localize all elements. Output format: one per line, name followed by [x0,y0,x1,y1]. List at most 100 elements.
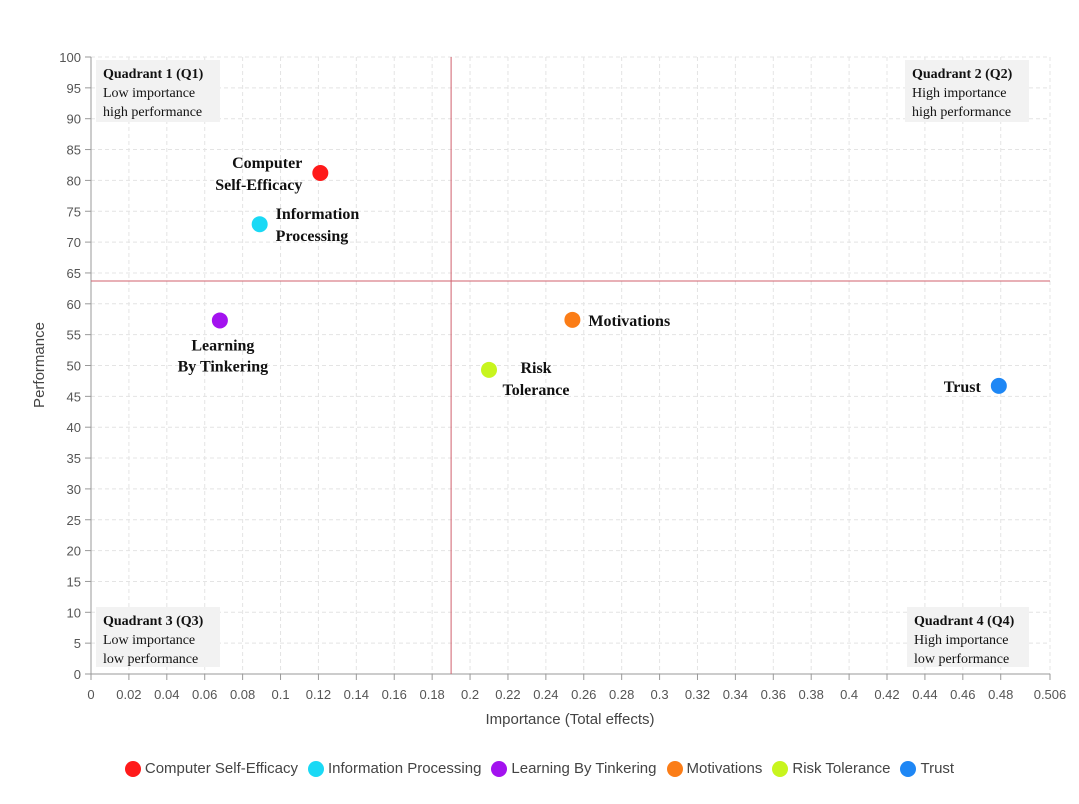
data-label-learning-by-tinkering: By Tinkering [178,358,269,375]
data-label-trust: Trust [944,379,982,396]
quadrant-performance: high performance [103,105,202,120]
x-tick-label: 0.04 [154,687,179,702]
y-tick-label: 55 [67,328,81,343]
quadrant-title: Quadrant 3 (Q3) [103,614,204,629]
x-tick-label: 0.12 [306,687,331,702]
y-tick-label: 5 [74,636,81,651]
x-tick-label: 0.3 [651,687,669,702]
data-point-computer-self-efficacy [312,164,329,181]
x-tick-label: 0.26 [571,687,596,702]
y-tick-label: 80 [67,173,81,188]
x-tick-label: 0.06 [192,687,217,702]
legend-marker [666,760,683,777]
x-tick-label: 0.1 [271,687,289,702]
legend-label: Learning By Tinkering [511,760,657,777]
legend-item-information-processing[interactable]: Information Processing [308,760,481,777]
legend-label: Computer Self-Efficacy [144,760,298,777]
x-tick-label: 0.22 [495,687,520,702]
x-tick-label: 0.28 [609,687,634,702]
y-tick-label: 100 [59,50,81,65]
y-tick-label: 60 [67,297,81,312]
data-label-computer-self-efficacy: Computer [232,155,302,172]
legend-marker [491,760,508,777]
data-point-motivations [564,311,581,328]
y-tick-label: 20 [67,544,81,559]
y-tick-label: 90 [67,112,81,127]
legend-label: Trust [920,760,955,777]
quadrant-title: Quadrant 4 (Q4) [914,614,1015,629]
x-tick-label: 0.42 [874,687,899,702]
x-tick-label: 0.02 [116,687,141,702]
x-tick-label: 0.48 [988,687,1013,702]
data-label-motivations: Motivations [588,313,670,330]
x-tick-label: 0.08 [230,687,255,702]
y-axis-title: Performance [31,322,48,408]
x-tick-label: 0.4 [840,687,858,702]
data-point-risk-tolerance [481,361,498,378]
y-tick-label: 35 [67,451,81,466]
quadrant-performance: low performance [103,652,198,667]
quadrant-importance: Low importance [103,86,195,101]
quadrant-title: Quadrant 2 (Q2) [912,67,1013,82]
x-tick-label: 0.36 [761,687,786,702]
y-tick-label: 85 [67,143,81,158]
data-label-risk-tolerance: Risk [520,360,551,377]
y-tick-label: 40 [67,420,81,435]
x-tick-label: 0.46 [950,687,975,702]
legend-label: Risk Tolerance [792,760,891,777]
legend-marker [124,760,141,777]
quadrant-boxes: Quadrant 1 (Q1) Low importance high perfor… [96,60,1029,667]
legend-item-learning-by-tinkering[interactable]: Learning By Tinkering [491,760,657,777]
legend-item-motivations[interactable]: Motivations [666,760,763,777]
quadrant-box [96,60,220,122]
y-tick-label: 45 [67,389,81,404]
data-label-risk-tolerance: Tolerance [503,382,570,399]
x-tick-label: 0.44 [912,687,937,702]
data-point-learning-by-tinkering [211,312,228,329]
data-points: Computer Self-Efficacy Information Processi… [178,155,1007,399]
legend-label: Information Processing [328,760,482,777]
quadrant-importance: High importance [912,86,1006,101]
y-tick-label: 15 [67,574,81,589]
data-point-trust [990,377,1007,394]
x-axis-title: Importance (Total effects) [486,711,655,728]
quadrant-performance: low performance [914,652,1009,667]
legend-marker [308,760,324,777]
x-tick-label: 0.32 [685,687,710,702]
y-tick-label: 95 [67,81,81,96]
y-tick-label: 50 [67,359,81,374]
legend-marker [900,760,917,777]
x-tick-label: 0 [87,687,94,702]
y-tick-label: 0 [74,667,81,682]
x-tick-label: 0.38 [799,687,824,702]
reference-lines [91,57,1050,674]
data-point-information-processing [251,216,268,233]
data-label-information-processing: Processing [276,228,349,245]
legend-marker [772,760,789,777]
data-label-learning-by-tinkering: Learning [191,337,254,354]
axes: 0 0.02 0.04 0.06 0.08 0.1 0.12 0.14 0.16 0.18 0.2 0… [59,50,1066,702]
quadrant-box [96,607,220,667]
legend-item-risk-tolerance[interactable]: Risk Tolerance [772,760,890,777]
y-tick-label: 30 [67,482,81,497]
y-tick-label: 65 [67,266,81,281]
quadrant-importance: Low importance [103,633,195,648]
quadrant-importance: High importance [914,633,1008,648]
scatter-chart: Quadrant 1 (Q1) Low importance high perfor… [31,50,1066,728]
legend-item-trust[interactable]: Trust [900,760,954,777]
y-tick-label: 25 [67,513,81,528]
quadrant-box [907,607,1029,667]
x-tick-label: 0.14 [344,687,369,702]
legend-item-computer-self-efficacy[interactable]: Computer Self-Efficacy [124,760,298,777]
x-tick-label: 0.506 [1034,687,1067,702]
x-tick-label: 0.24 [533,687,558,702]
y-tick-label: 10 [67,605,81,620]
quadrant-box [905,60,1029,122]
legend-label: Motivations [686,760,763,777]
quadrant-performance: high performance [912,105,1011,120]
x-tick-label: 0.16 [382,687,407,702]
data-label-computer-self-efficacy: Self-Efficacy [215,177,302,194]
quadrant-title: Quadrant 1 (Q1) [103,67,204,82]
data-label-information-processing: Information [276,206,360,223]
legend: Computer Self-Efficacy Information Proces… [0,760,1079,777]
